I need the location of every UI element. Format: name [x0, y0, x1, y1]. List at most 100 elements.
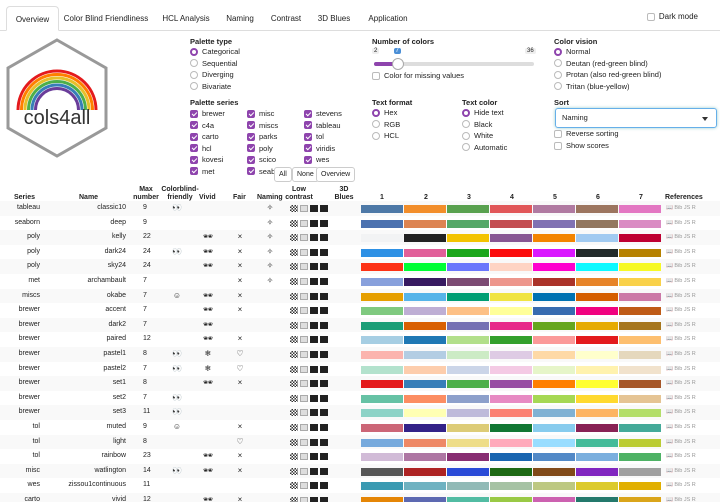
- table-row[interactable]: brewer set3 11 👀 📖 Bib JS R: [0, 405, 720, 420]
- table-row[interactable]: misc watlington 14 👀 🕶 × 📖 Bib JS R: [0, 463, 720, 479]
- color-swatch[interactable]: [533, 394, 575, 403]
- color-swatch[interactable]: [533, 453, 575, 462]
- color-swatch[interactable]: [533, 307, 575, 316]
- color-swatch[interactable]: [619, 263, 661, 272]
- color-swatch[interactable]: [533, 482, 575, 491]
- palette-type-diverging[interactable]: Diverging: [190, 69, 240, 81]
- series-hcl[interactable]: hcl: [190, 143, 225, 155]
- color-swatch[interactable]: [404, 394, 446, 403]
- row-references[interactable]: 📖 Bib JS R: [666, 467, 696, 474]
- row-references[interactable]: 📖 Bib JS R: [666, 292, 696, 299]
- dark-mode-toggle[interactable]: Dark mode: [646, 12, 698, 21]
- color-swatch[interactable]: [576, 321, 618, 330]
- color-swatch[interactable]: [533, 219, 575, 228]
- color-swatch[interactable]: [490, 234, 532, 243]
- color-swatch[interactable]: [533, 263, 575, 272]
- color-swatch[interactable]: [576, 365, 618, 374]
- color-swatch[interactable]: [447, 351, 489, 359]
- color-swatch[interactable]: [447, 394, 489, 403]
- color-swatch[interactable]: [404, 351, 446, 359]
- color-swatch[interactable]: [619, 278, 661, 286]
- series-kovesi[interactable]: kovesi: [190, 154, 225, 166]
- color-swatch[interactable]: [490, 292, 532, 301]
- color-swatch[interactable]: [490, 365, 532, 374]
- color-swatch[interactable]: [404, 380, 446, 389]
- color-swatch[interactable]: [490, 409, 532, 418]
- color-swatch[interactable]: [490, 351, 532, 359]
- row-references[interactable]: 📖 Bib JS R: [666, 205, 696, 211]
- color-swatch[interactable]: [576, 205, 618, 213]
- text-color-black[interactable]: Black: [462, 119, 507, 131]
- num-colors-slider-handle[interactable]: [391, 58, 404, 70]
- color-swatch[interactable]: [447, 248, 489, 257]
- series-poly[interactable]: poly: [247, 143, 286, 155]
- color-swatch[interactable]: [404, 292, 446, 301]
- table-row[interactable]: wes zissou1continuous 11 📖 Bib JS R: [0, 478, 720, 493]
- color-swatch[interactable]: [619, 482, 661, 491]
- row-references[interactable]: 📖 Bib JS R: [666, 409, 696, 416]
- table-row[interactable]: brewer pastel1 8 👀 ❄ ♡ 📖 Bib JS R: [0, 347, 720, 362]
- color-swatch[interactable]: [619, 205, 661, 213]
- row-references[interactable]: 📖 Bib JS R: [666, 248, 696, 255]
- color-swatch[interactable]: [576, 438, 618, 447]
- color-swatch[interactable]: [619, 394, 661, 403]
- sort-select[interactable]: Naming: [555, 108, 717, 128]
- color-swatch[interactable]: [490, 424, 532, 432]
- series-parks[interactable]: parks: [247, 131, 286, 143]
- color-swatch[interactable]: [490, 219, 532, 228]
- color-swatch[interactable]: [404, 424, 446, 432]
- row-references[interactable]: 📖 Bib JS R: [666, 394, 696, 401]
- num-colors-slider-track[interactable]: [374, 62, 534, 66]
- color-swatch[interactable]: [361, 467, 403, 476]
- color-swatch[interactable]: [404, 467, 446, 476]
- color-swatch[interactable]: [361, 453, 403, 462]
- color-swatch[interactable]: [576, 467, 618, 476]
- row-references[interactable]: 📖 Bib JS R: [666, 424, 696, 430]
- color-swatch[interactable]: [576, 248, 618, 257]
- table-row[interactable]: poly sky24 24 🕶 × ✧ 📖 Bib JS R: [0, 259, 720, 274]
- color-swatch[interactable]: [404, 263, 446, 272]
- color-swatch[interactable]: [533, 248, 575, 257]
- color-swatch[interactable]: [447, 336, 489, 345]
- color-swatch[interactable]: [619, 234, 661, 243]
- color-swatch[interactable]: [404, 497, 446, 502]
- color-swatch[interactable]: [576, 380, 618, 389]
- color-swatch[interactable]: [576, 219, 618, 228]
- color-swatch[interactable]: [361, 292, 403, 301]
- color-swatch[interactable]: [490, 248, 532, 257]
- series-met[interactable]: met: [190, 166, 225, 178]
- row-references[interactable]: 📖 Bib JS R: [666, 482, 696, 489]
- color-swatch[interactable]: [447, 380, 489, 389]
- table-row[interactable]: tol muted 9 ☺ × 📖 Bib JS R: [0, 420, 720, 435]
- dark-mode-checkbox[interactable]: [646, 12, 655, 21]
- color-swatch[interactable]: [404, 321, 446, 330]
- table-row[interactable]: brewer accent 7 🕶 × 📖 Bib JS R: [0, 303, 720, 318]
- color-swatch[interactable]: [447, 278, 489, 286]
- color-swatch[interactable]: [533, 467, 575, 476]
- color-swatch[interactable]: [576, 409, 618, 418]
- series-miscs[interactable]: miscs: [247, 120, 286, 132]
- row-references[interactable]: 📖 Bib JS R: [666, 234, 696, 241]
- color-swatch[interactable]: [619, 365, 661, 374]
- series-none-button[interactable]: None: [292, 167, 319, 182]
- table-row[interactable]: carto vivid 12 🕶 × 📖 Bib JS R: [0, 493, 720, 502]
- color-swatch[interactable]: [447, 409, 489, 418]
- color-swatch[interactable]: [404, 453, 446, 462]
- missing-values-option[interactable]: Color for missing values: [372, 70, 464, 82]
- series-scico[interactable]: scico: [247, 154, 286, 166]
- color-swatch[interactable]: [533, 438, 575, 447]
- color-swatch[interactable]: [533, 321, 575, 330]
- palette-type-categorical[interactable]: Categorical: [190, 46, 240, 58]
- reverse-sorting-option[interactable]: Reverse sorting: [554, 128, 619, 140]
- color-swatch[interactable]: [361, 424, 403, 432]
- color-swatch[interactable]: [533, 409, 575, 418]
- color-swatch[interactable]: [619, 292, 661, 301]
- row-references[interactable]: 📖 Bib JS R: [666, 438, 696, 445]
- color-swatch[interactable]: [619, 307, 661, 316]
- color-swatch[interactable]: [490, 380, 532, 389]
- color-vision-protan[interactable]: Protan (also red-green blind): [554, 69, 661, 81]
- series-seaborn[interactable]: seaborn: [247, 166, 286, 178]
- color-swatch[interactable]: [447, 365, 489, 374]
- color-swatch[interactable]: [490, 438, 532, 447]
- color-swatch[interactable]: [533, 424, 575, 432]
